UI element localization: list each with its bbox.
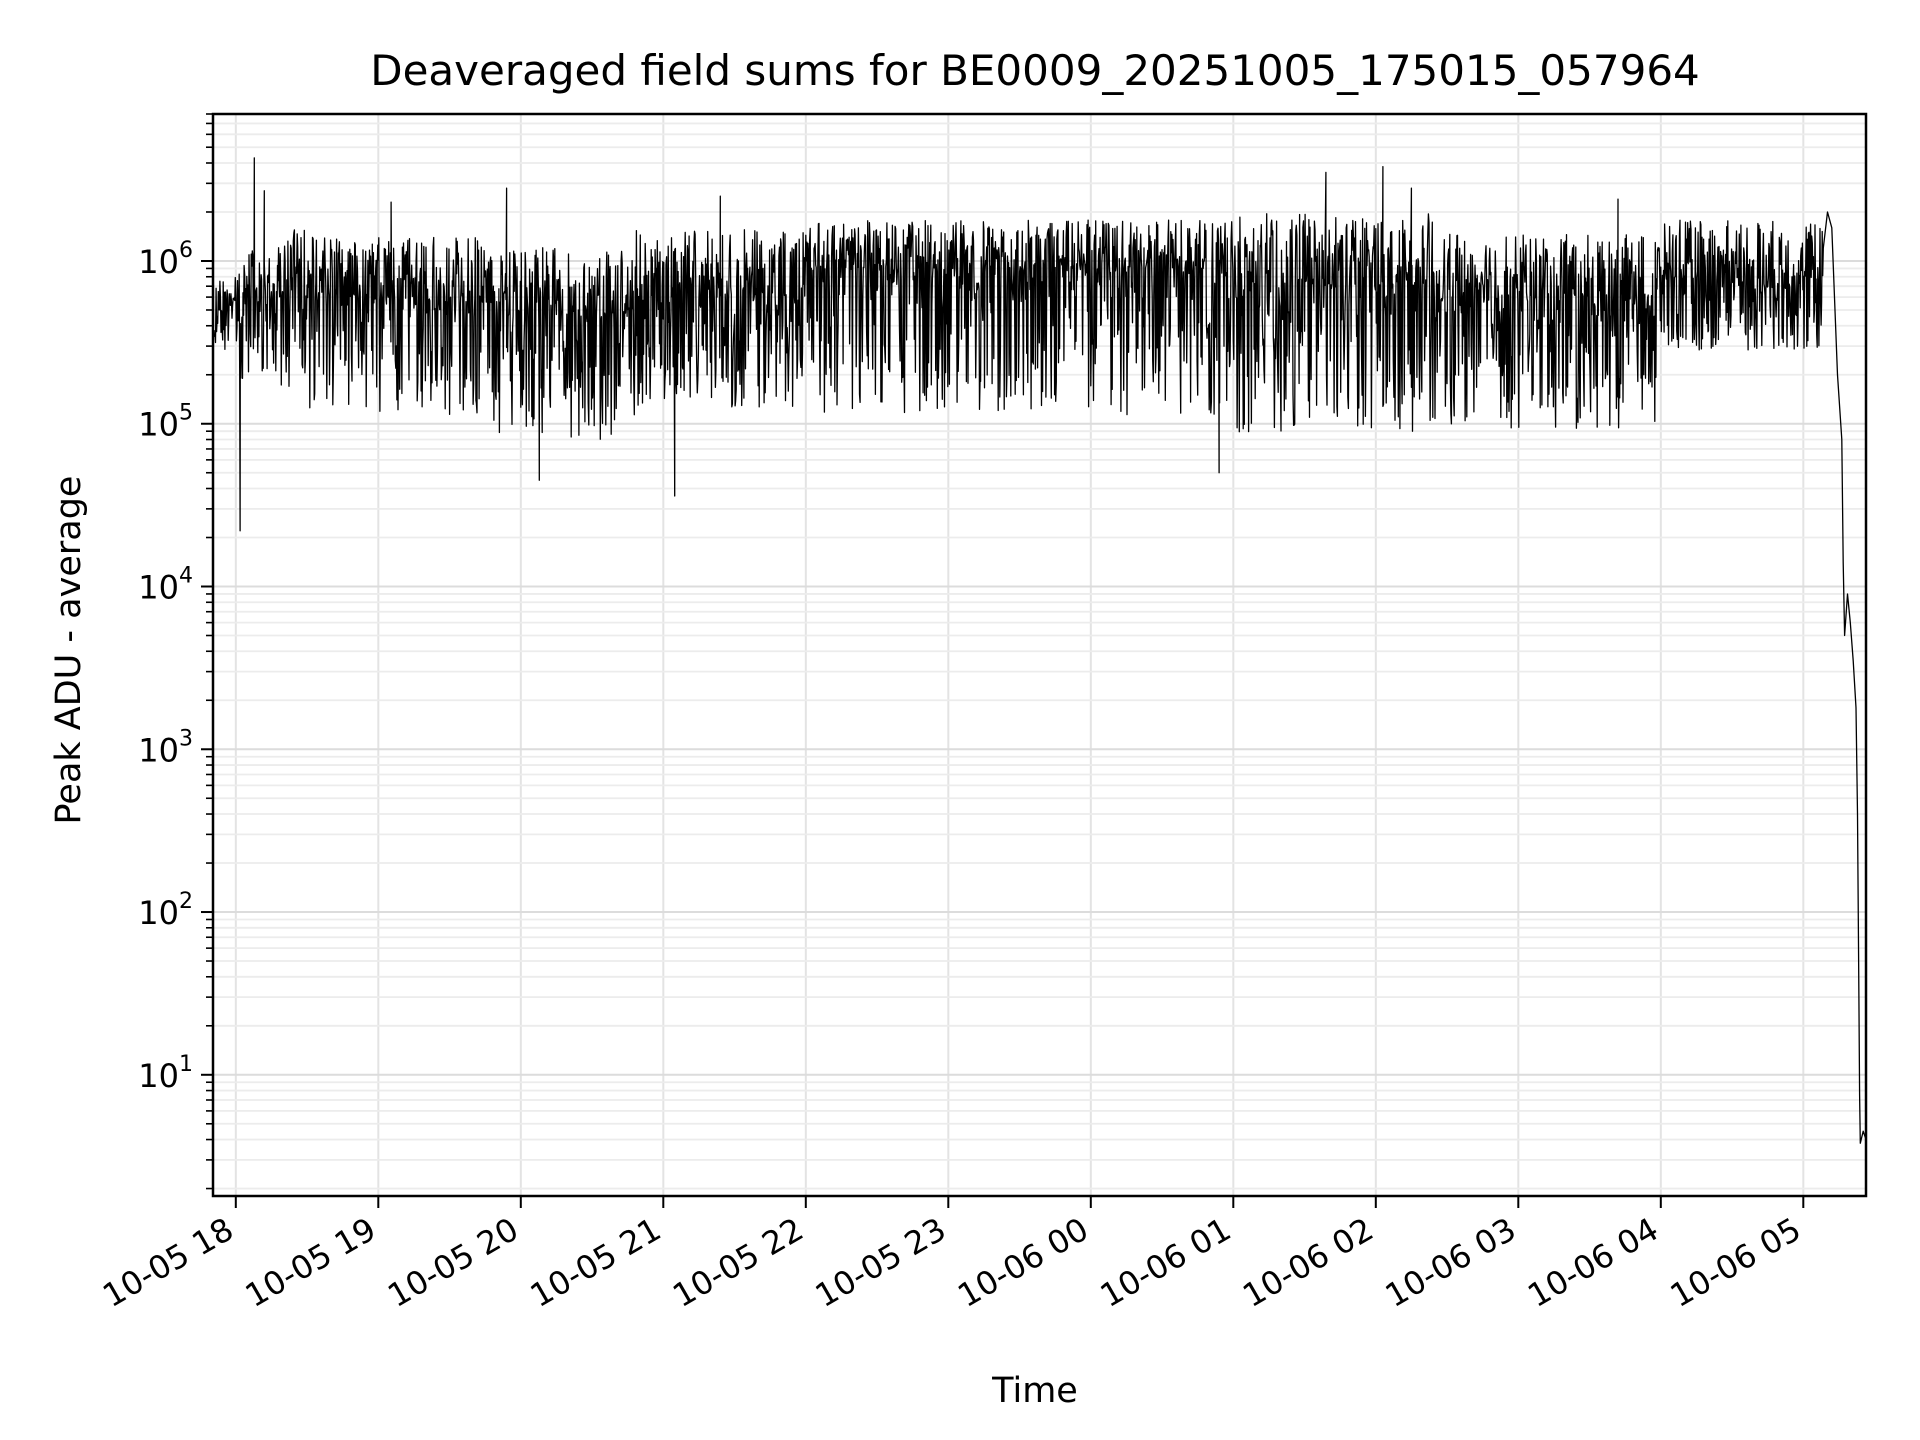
y-tick-label-0: 101: [138, 1052, 193, 1095]
y-tick-label-2: 103: [138, 726, 193, 769]
chart-title: Deaveraged field sums for BE0009_2025100…: [370, 46, 1700, 95]
series-lines: [213, 157, 1867, 1144]
y-axis-title: Peak ADU - average: [49, 476, 89, 825]
y-tick-label-5: 106: [138, 238, 193, 281]
y-axis-ticks: 101 102 103 104 105 106: [138, 113, 213, 1190]
x-axis-title: Time: [991, 1371, 1078, 1411]
y-tick-label-4: 105: [138, 401, 193, 444]
y-tick-label-3: 104: [138, 564, 193, 607]
series-line-deaveraged-field-sum: [213, 157, 1867, 1144]
y-tick-label-1: 102: [138, 889, 193, 932]
plot-frame: [211, 112, 1868, 1198]
